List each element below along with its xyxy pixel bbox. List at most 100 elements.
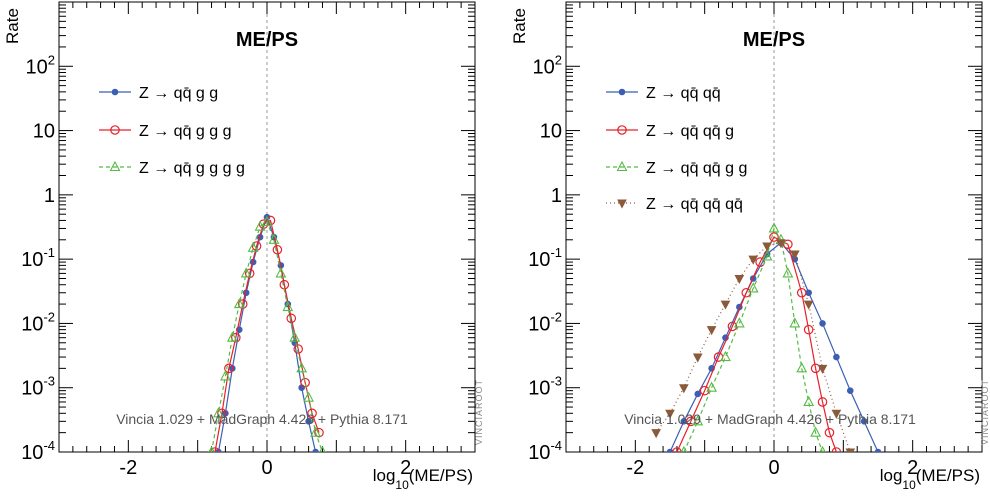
y-tick-label: 102 [533,52,562,78]
x-tick-label: 2 [400,457,411,479]
data-point [307,408,317,419]
data-point [314,427,324,438]
data-point [874,448,882,452]
data-point [720,350,731,362]
y-tick-label: 1 [44,185,55,207]
data-point [268,233,280,244]
x-tick-label: 0 [261,457,272,479]
data-point [706,381,718,392]
legend-label: Z → qq̄ g g g [139,123,232,140]
data-point [319,445,326,452]
y-tick-label: 10-4 [21,438,55,464]
legend-entry-2: Z → qq̄ g g g [99,123,232,140]
data-point [231,332,241,343]
data-point [265,215,276,226]
data-point [303,391,315,402]
x-axis-label: log10(ME/PS) [880,466,980,492]
data-point [762,242,772,252]
data-point [210,447,220,452]
data-point [706,326,717,336]
legend-marker [110,125,120,135]
data-point [213,407,224,418]
data-point [305,418,312,425]
data-point [817,397,828,407]
generator-credit: Vincia 1.029 + MadGraph 4.426 + Pythia 8… [624,411,916,427]
y-tick-label: 1 [551,185,562,207]
data-point [782,267,794,278]
y-tick-label: 10-2 [21,309,55,335]
plot-area [651,222,882,452]
legend-entry-2: Z → qq̄ qq̄ g [606,123,734,140]
y-tick-label: 10 [33,121,55,143]
data-point [796,287,807,298]
x-tick-label: -2 [119,457,137,479]
chart-panel-1: -2 0 2 102 10 1 10-1 10-2 10-3 10-4 Rate log10(ME/P… [3,1,484,492]
data-point [247,241,259,252]
data-point [208,445,215,452]
data-point [824,427,835,438]
data-point [748,255,759,265]
data-point [846,387,854,394]
data-point [734,274,745,285]
data-point [692,415,704,426]
data-point [665,409,675,419]
legend-marker [109,160,121,172]
data-point [692,353,703,363]
data-point [219,370,231,381]
series-line [669,241,879,452]
x-tick-label: 2 [907,457,918,479]
vinciaroot-watermark: VINCIAROOT [980,379,990,445]
data-point [805,289,812,297]
data-point [831,447,842,452]
data-point [860,418,868,425]
data-point [286,313,297,324]
data-point [761,250,773,261]
y-tick-label: 10-1 [528,245,562,271]
data-point [819,320,826,327]
data-point [310,426,321,437]
series-line [683,226,824,452]
data-point [666,448,674,452]
data-point [810,426,822,437]
legend-marker [616,160,628,172]
data-point [776,239,786,249]
y-tick-label: 10-3 [528,374,562,400]
series-line [655,242,851,452]
chart-title: ME/PS [743,29,805,51]
data-point [769,232,779,242]
legend-entry-3: Z → qq̄ g g g g [99,160,245,177]
legend-label: Z → qq̄ qq̄ g g [646,160,747,177]
data-point [733,317,745,328]
legend-label: Z → qq̄ g g g g [139,160,245,177]
legend-label: Z → qq̄ qq̄ g [646,123,734,140]
legend-entry-4: Z → qq̄ qq̄ qq̄ [606,196,743,213]
data-point [300,377,310,388]
legend-entry-3: Z → qq̄ qq̄ g g [606,160,747,177]
data-point [275,267,287,278]
data-point [783,239,793,250]
data-point [747,282,759,293]
data-point [831,409,842,419]
data-point [679,384,689,394]
data-point [237,299,248,309]
data-point [694,390,702,398]
data-point [240,267,252,278]
data-point [789,317,801,328]
chart-title: ME/PS [236,29,298,51]
data-point [289,331,301,342]
legend-entry-1: Z → qq̄ qq̄ [606,85,721,102]
y-tick-label: 10-3 [21,374,55,400]
legend-label: Z → qq̄ g g [139,85,218,102]
data-point [233,297,245,309]
data-point [789,250,800,260]
data-point [768,222,780,233]
legend-label: Z → qq̄ qq̄ qq̄ [646,196,743,213]
legend-entry-1: Z → qq̄ g g [99,85,218,102]
data-point [803,324,814,335]
data-point [680,445,688,452]
data-point [217,408,227,419]
y-tick-label: 10 [540,121,562,143]
data-point [727,321,738,332]
legend-marker [111,88,119,96]
